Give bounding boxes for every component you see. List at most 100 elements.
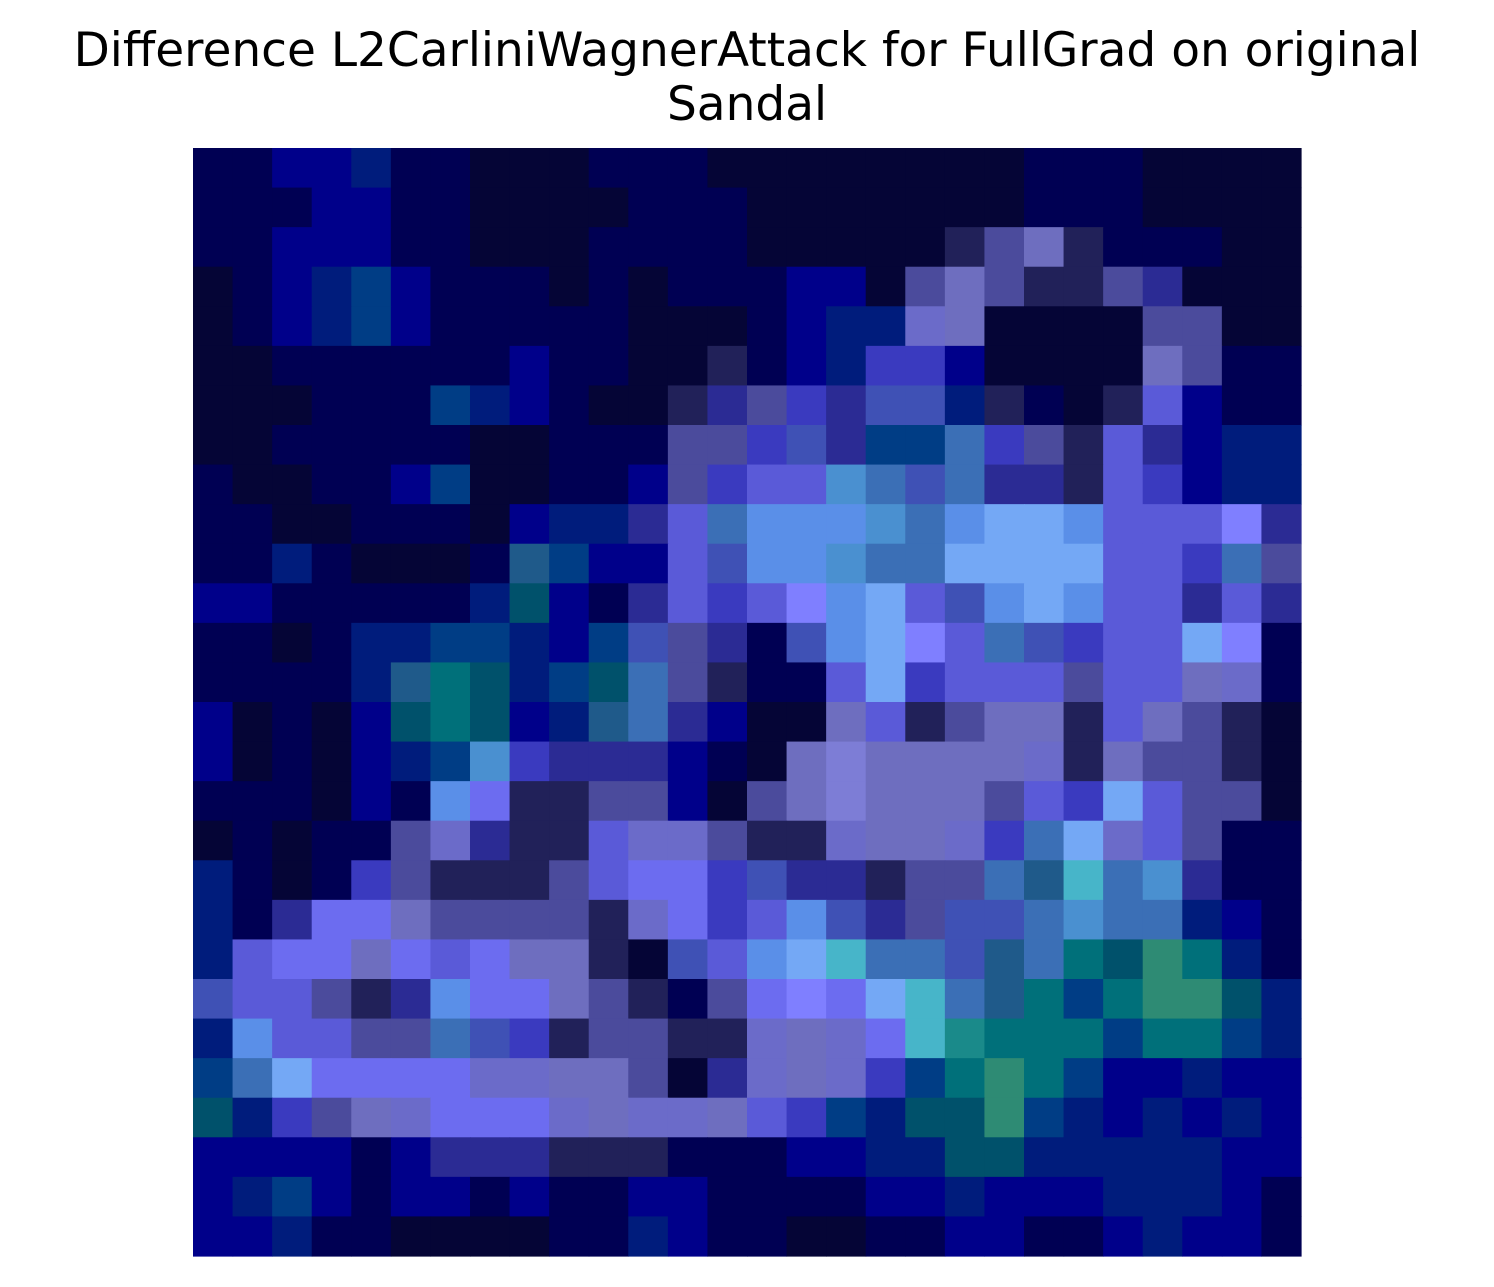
heatmap-cell: [470, 702, 511, 743]
heatmap-cell: [549, 979, 590, 1020]
heatmap-cell: [232, 622, 273, 664]
heatmap-cell: [232, 1176, 273, 1218]
heatmap-cell: [786, 385, 827, 426]
heatmap-cell: [628, 1097, 669, 1138]
heatmap-cell: [826, 1137, 867, 1178]
heatmap-cell: [826, 1018, 867, 1059]
heatmap-cell: [905, 1216, 946, 1257]
heatmap-cell: [984, 266, 1025, 307]
heatmap-cell: [1261, 899, 1302, 941]
heatmap-cell: [826, 187, 867, 228]
heatmap-cell: [351, 306, 392, 347]
heatmap-cell: [509, 266, 550, 307]
heatmap-cell: [1261, 306, 1302, 347]
heatmap-cell: [193, 622, 234, 664]
heatmap-cell: [232, 979, 273, 1020]
heatmap-cell: [707, 1176, 748, 1218]
heatmap-cell: [1182, 543, 1223, 584]
heatmap-cell: [509, 385, 550, 426]
heatmap-cell: [707, 1097, 748, 1138]
heatmap-cell: [667, 820, 709, 861]
heatmap-cell: [747, 345, 788, 387]
heatmap-cell: [311, 385, 352, 426]
heatmap-cell: [905, 781, 946, 822]
heatmap-cell: [588, 187, 629, 228]
heatmap-cell: [509, 425, 550, 466]
heatmap-cell: [1063, 1058, 1104, 1099]
heatmap-cell: [1063, 504, 1104, 545]
heatmap-cell: [509, 1018, 550, 1059]
heatmap-cell: [865, 820, 906, 861]
heatmap-cell: [1261, 187, 1302, 228]
heatmap-cell: [430, 1137, 471, 1178]
heatmap-cell: [311, 1097, 352, 1138]
heatmap-cell: [707, 583, 748, 624]
heatmap-cell: [667, 385, 709, 426]
heatmap-cell: [865, 939, 906, 980]
heatmap-cell: [1261, 148, 1302, 189]
heatmap-cell: [430, 860, 471, 901]
heatmap-cell: [390, 425, 432, 466]
heatmap-cell: [984, 1097, 1025, 1138]
heatmap-cell: [944, 702, 986, 743]
heatmap-cell: [905, 662, 946, 703]
heatmap-cell: [232, 266, 273, 307]
heatmap-cell: [272, 583, 313, 624]
heatmap-cell: [470, 662, 511, 703]
heatmap-cell: [667, 227, 709, 268]
heatmap-cell: [470, 504, 511, 545]
heatmap-cell: [628, 148, 669, 189]
heatmap-cell: [786, 820, 827, 861]
heatmap-cell: [628, 939, 669, 980]
heatmap-cell: [193, 781, 234, 822]
heatmap-cell: [865, 1137, 906, 1178]
heatmap-cell: [826, 266, 867, 307]
heatmap-cell: [667, 1058, 709, 1099]
heatmap-cell: [747, 266, 788, 307]
heatmap-cell: [311, 860, 352, 901]
heatmap-cell: [1142, 583, 1183, 624]
heatmap-cell: [786, 345, 827, 387]
heatmap-cell: [667, 306, 709, 347]
heatmap-cell: [786, 148, 827, 189]
heatmap-cell: [984, 464, 1025, 505]
heatmap-cell: [311, 504, 352, 545]
heatmap-cell: [984, 425, 1025, 466]
heatmap-cell: [1142, 1058, 1183, 1099]
heatmap-cell: [1103, 860, 1144, 901]
heatmap-cell: [1221, 702, 1263, 743]
heatmap-cell: [509, 979, 550, 1020]
heatmap-cell: [1142, 187, 1183, 228]
heatmap-cell: [272, 385, 313, 426]
heatmap-cell: [905, 1058, 946, 1099]
heatmap-cell: [272, 820, 313, 861]
heatmap-cell: [272, 543, 313, 584]
heatmap-cell: [747, 227, 788, 268]
heatmap-cell: [588, 425, 629, 466]
heatmap-cell: [865, 702, 906, 743]
heatmap-cell: [1103, 425, 1144, 466]
heatmap-cell: [588, 702, 629, 743]
heatmap-cell: [865, 979, 906, 1020]
heatmap-cell: [549, 464, 590, 505]
heatmap-cell: [826, 425, 867, 466]
heatmap-cell: [470, 306, 511, 347]
heatmap-cell: [509, 622, 550, 664]
heatmap-cell: [470, 1137, 511, 1178]
heatmap-cell: [1063, 464, 1104, 505]
heatmap-cell: [984, 820, 1025, 861]
heatmap-cell: [232, 464, 273, 505]
heatmap-cell: [272, 464, 313, 505]
heatmap-cell: [1103, 504, 1144, 545]
heatmap-cell: [865, 345, 906, 387]
heatmap-cell: [865, 464, 906, 505]
heatmap-cell: [470, 781, 511, 822]
heatmap-cell: [588, 979, 629, 1020]
heatmap-cell: [1063, 1137, 1104, 1178]
heatmap-cell: [311, 1216, 352, 1257]
heatmap-cell: [549, 702, 590, 743]
heatmap-cell: [984, 979, 1025, 1020]
heatmap-cell: [430, 543, 471, 584]
heatmap-cell: [1182, 504, 1223, 545]
heatmap-cell: [1024, 1097, 1065, 1138]
